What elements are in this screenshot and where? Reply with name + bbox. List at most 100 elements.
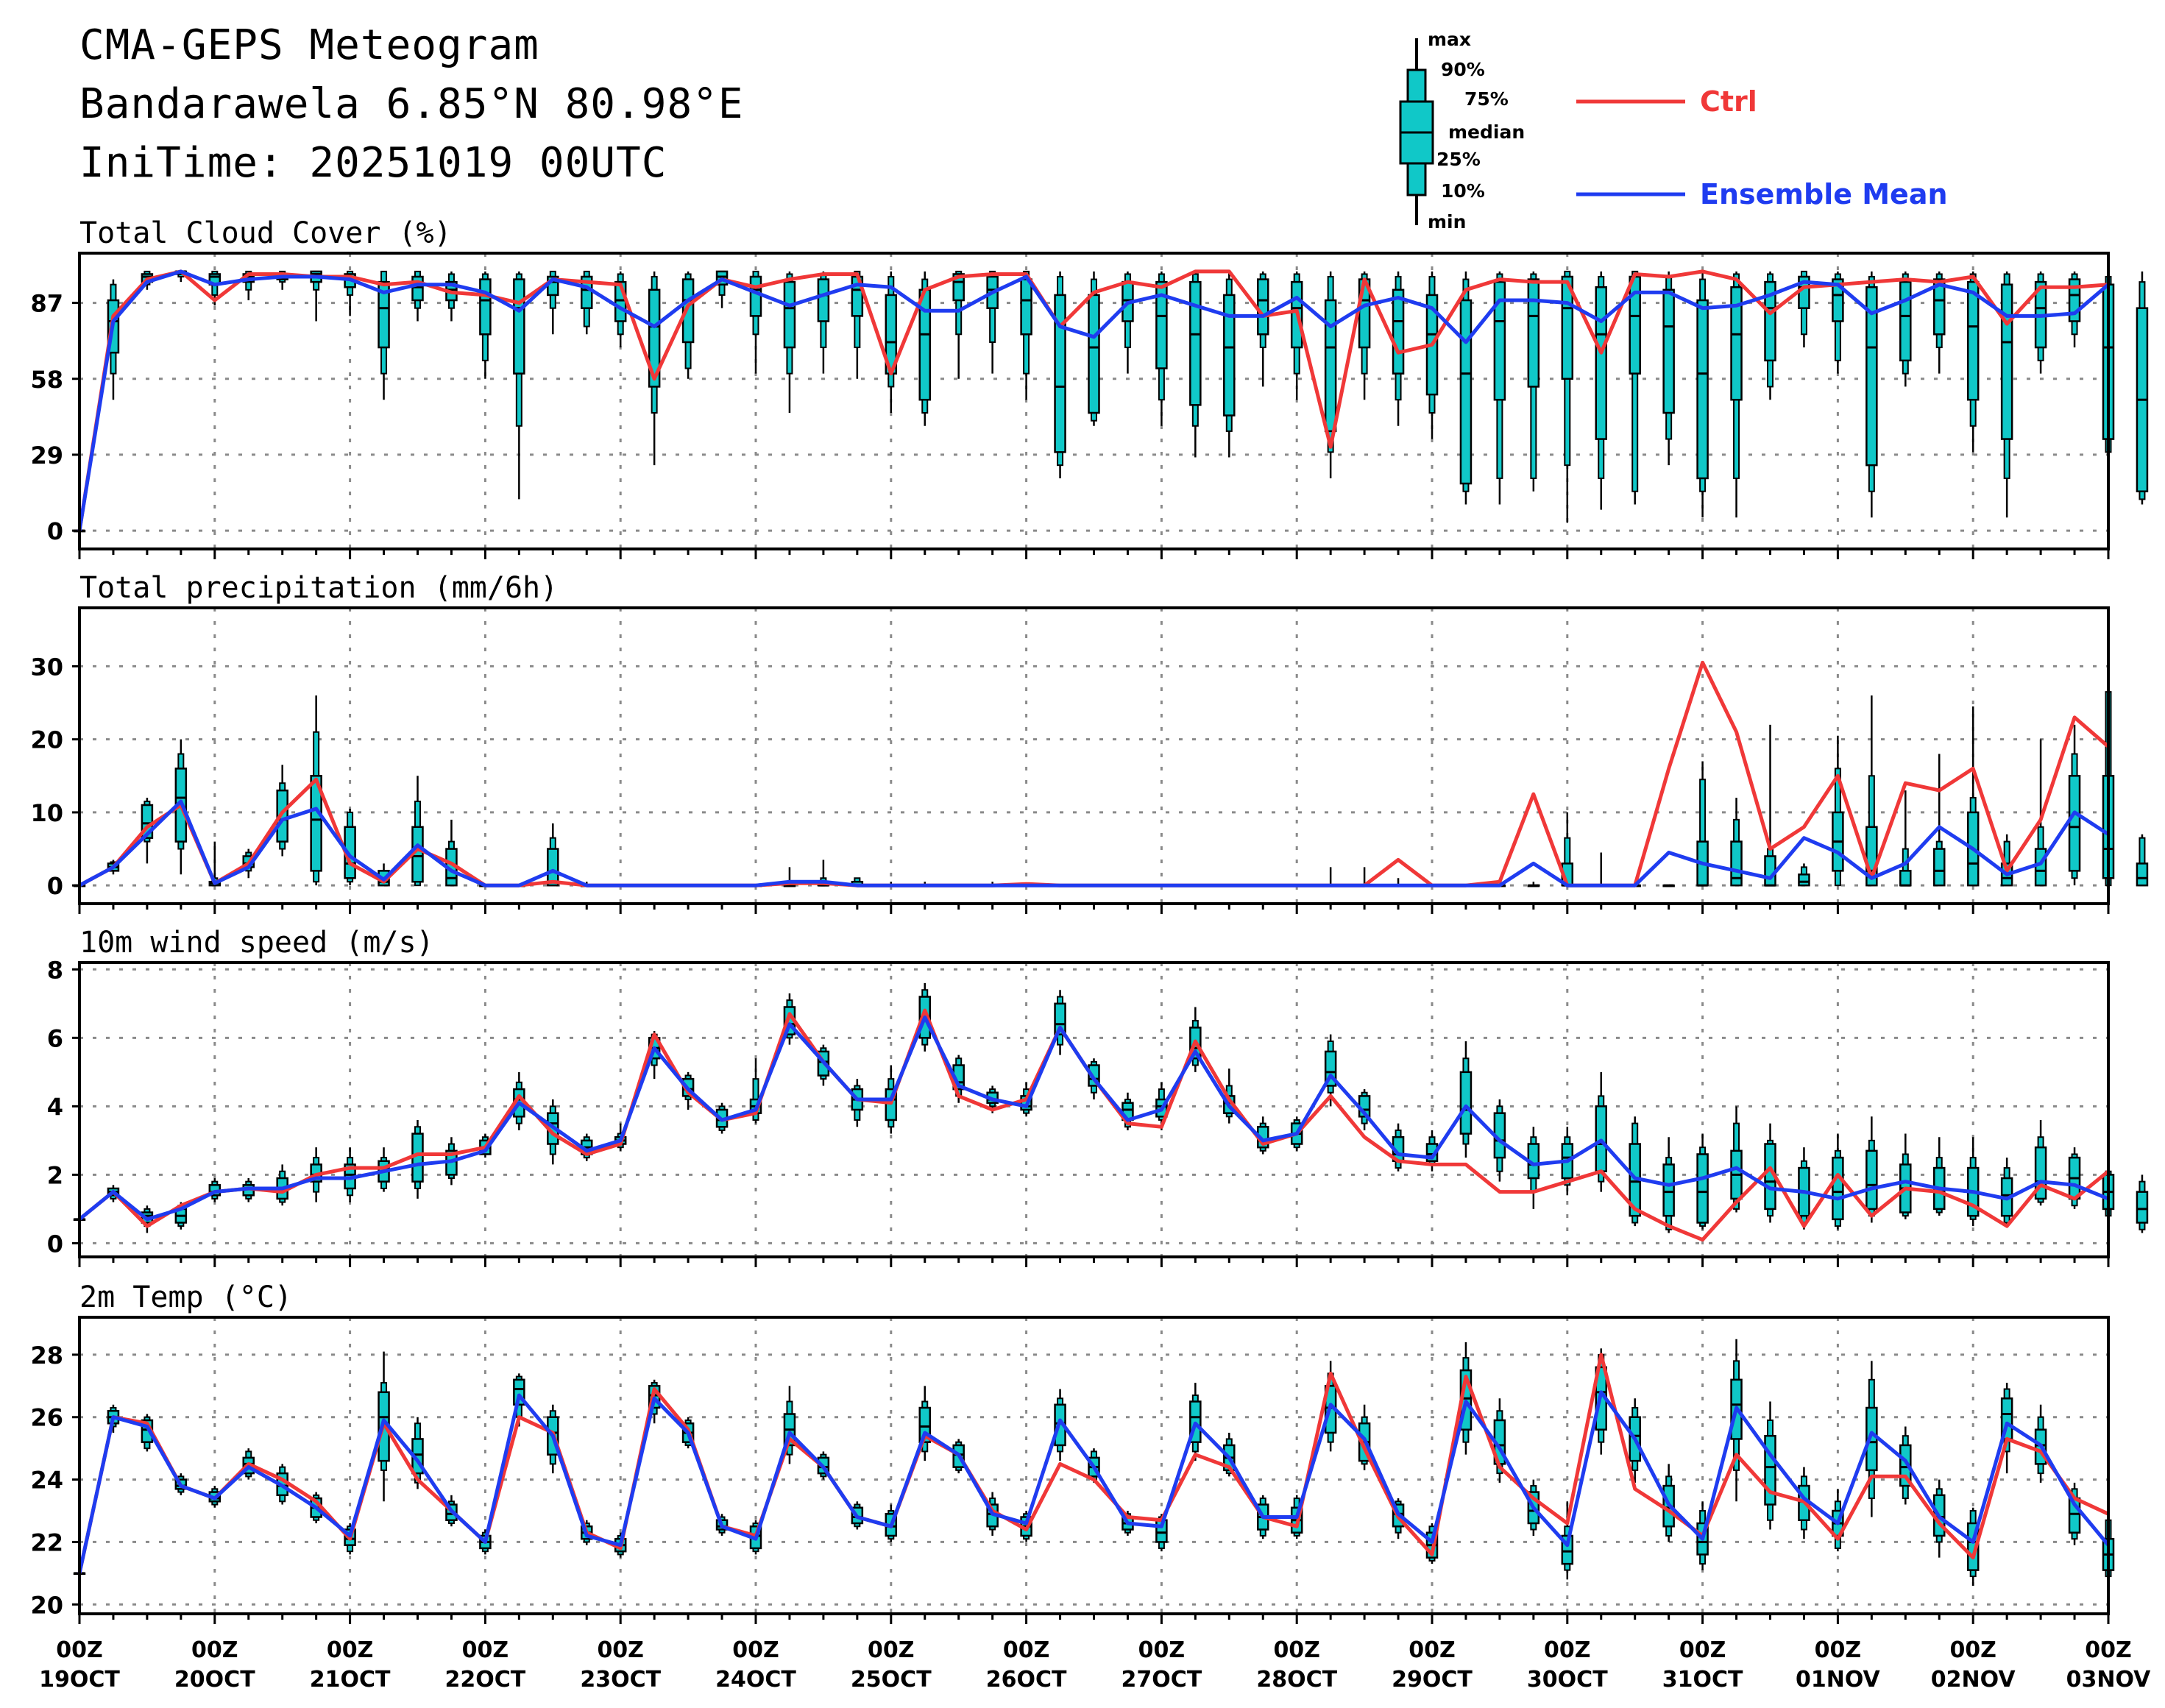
legend-label-max: max	[1428, 29, 1471, 50]
x-tick-date-label: 28OCT	[1256, 1667, 1337, 1693]
box-whisker	[2000, 1158, 2013, 1227]
box-whisker	[2136, 834, 2149, 887]
y-tick-label: 87	[30, 290, 63, 318]
ensemble-mean-line	[77, 269, 2110, 531]
quartile-box	[1088, 294, 1100, 414]
box-whisker	[1257, 271, 1269, 387]
box-whisker	[1662, 271, 1675, 466]
box-whisker	[1527, 271, 1540, 492]
box-whisker	[1899, 1133, 1912, 1219]
legend-label-75pct: 75%	[1464, 88, 1509, 110]
box-whisker	[547, 823, 559, 887]
ctrl-line	[77, 1353, 2110, 1574]
x-tick-hour-label: 00Z	[327, 1637, 374, 1663]
box-whisker	[1966, 271, 1980, 453]
x-tick-hour-label: 00Z	[1273, 1637, 1320, 1663]
quartile-box	[1493, 280, 1506, 401]
box-whisker	[1189, 271, 1202, 458]
x-tick-hour-label: 00Z	[1544, 1637, 1591, 1663]
panel-title: 10m wind speed (m/s)	[79, 926, 434, 960]
panel-frame	[78, 606, 2110, 905]
legend-label-median: median	[1448, 121, 1525, 143]
legend-label-10pct: 10%	[1441, 180, 1485, 202]
box-whisker	[1764, 271, 1776, 400]
box-whisker	[1933, 271, 1946, 374]
y-tick-label: 24	[30, 1467, 63, 1495]
box-whisker	[1358, 1089, 1371, 1130]
box-whisker	[1832, 1133, 1844, 1230]
quartile-box	[648, 288, 661, 388]
box-whisker	[1832, 735, 1844, 887]
quartile-box	[681, 278, 695, 344]
box-whisker	[1425, 271, 1439, 439]
x-tick-hour-label: 00Z	[1409, 1637, 1456, 1663]
quartile-box	[1798, 874, 1810, 887]
box-whisker	[1798, 863, 1810, 887]
quartile-box	[547, 848, 559, 887]
quartile-box	[1662, 1163, 1675, 1217]
x-tick-hour-label: 00Z	[597, 1637, 644, 1663]
box-whisker	[344, 1147, 356, 1202]
box-whisker	[1493, 271, 1506, 505]
quartile-box	[1865, 1149, 1878, 1211]
box-whisker	[445, 271, 458, 322]
x-tick-date-label: 22OCT	[445, 1667, 526, 1693]
panel-title: Total precipitation (mm/6h)	[79, 571, 558, 605]
quartile-box	[1899, 870, 1912, 887]
x-tick-hour-label: 00Z	[1003, 1637, 1050, 1663]
box-whisker	[1595, 852, 1607, 887]
panel-title: Total Cloud Cover (%)	[79, 216, 452, 250]
panel-2: 10m wind speed (m/s) 0 2 4 6 8	[47, 926, 2149, 1267]
x-tick-hour-label: 00Z	[1949, 1637, 1996, 1663]
box-whisker	[2034, 1119, 2047, 1206]
y-tick-label: 28	[30, 1342, 63, 1369]
legend-label-min: min	[1428, 211, 1466, 233]
x-tick-date-label: 24OCT	[715, 1667, 796, 1693]
y-tick-label: 2	[47, 1161, 63, 1189]
box-whisker	[2000, 271, 2013, 518]
x-tick-hour-label: 00Z	[1815, 1637, 1862, 1663]
box-whisker	[2136, 1174, 2149, 1233]
quartile-box	[1324, 299, 1337, 433]
x-tick-date-label: 20OCT	[174, 1667, 255, 1693]
box-whisker	[344, 808, 356, 886]
quartile-box	[1966, 280, 1980, 401]
quartile-box	[1459, 1071, 1473, 1135]
quartile-box	[1899, 280, 1912, 362]
quartile-box	[1696, 299, 1709, 480]
percentile-10-90-bar	[1631, 270, 1639, 492]
y-tick-label: 22	[30, 1528, 63, 1556]
box-whisker	[1020, 270, 1032, 400]
x-tick-date-label: 23OCT	[580, 1667, 661, 1693]
box-whisker	[1899, 790, 1912, 887]
box-whisker	[648, 271, 661, 466]
box-whisker	[411, 776, 424, 887]
box-whisker	[681, 271, 695, 379]
quartile-box	[310, 775, 322, 872]
legend-mean-label: Ensemble Mean	[1700, 178, 1948, 210]
box-whisker	[411, 270, 424, 322]
quartile-box	[1764, 280, 1776, 362]
box-whisker	[1696, 271, 1709, 518]
quartile-box	[1832, 278, 1844, 322]
y-tick-label: 29	[30, 442, 63, 469]
x-tick-hour-label: 00Z	[868, 1637, 915, 1663]
box-whisker	[1865, 1116, 1878, 1223]
box-whisker	[1899, 271, 1912, 387]
panel-0: Total Cloud Cover (%) 0 29 58 87	[30, 216, 2149, 559]
box-whisker	[986, 270, 999, 374]
quartile-box	[1696, 1153, 1709, 1224]
box-whisker	[1459, 271, 1473, 505]
quartile-box	[1459, 299, 1473, 485]
box-whisker	[885, 271, 898, 414]
box-whisker	[2136, 271, 2149, 505]
quartile-box	[1392, 288, 1405, 375]
panel-1: Total precipitation (mm/6h) 0 10 20 30	[30, 571, 2149, 914]
panel-3: 2m Temp (°C) 20 22 24 26 28	[30, 1280, 2115, 1624]
panel-title: 2m Temp (°C)	[79, 1280, 292, 1314]
box-whisker	[1054, 271, 1066, 478]
y-tick-label: 58	[30, 366, 63, 394]
box-whisker	[1629, 270, 1641, 505]
quartile-box	[1155, 280, 1168, 369]
